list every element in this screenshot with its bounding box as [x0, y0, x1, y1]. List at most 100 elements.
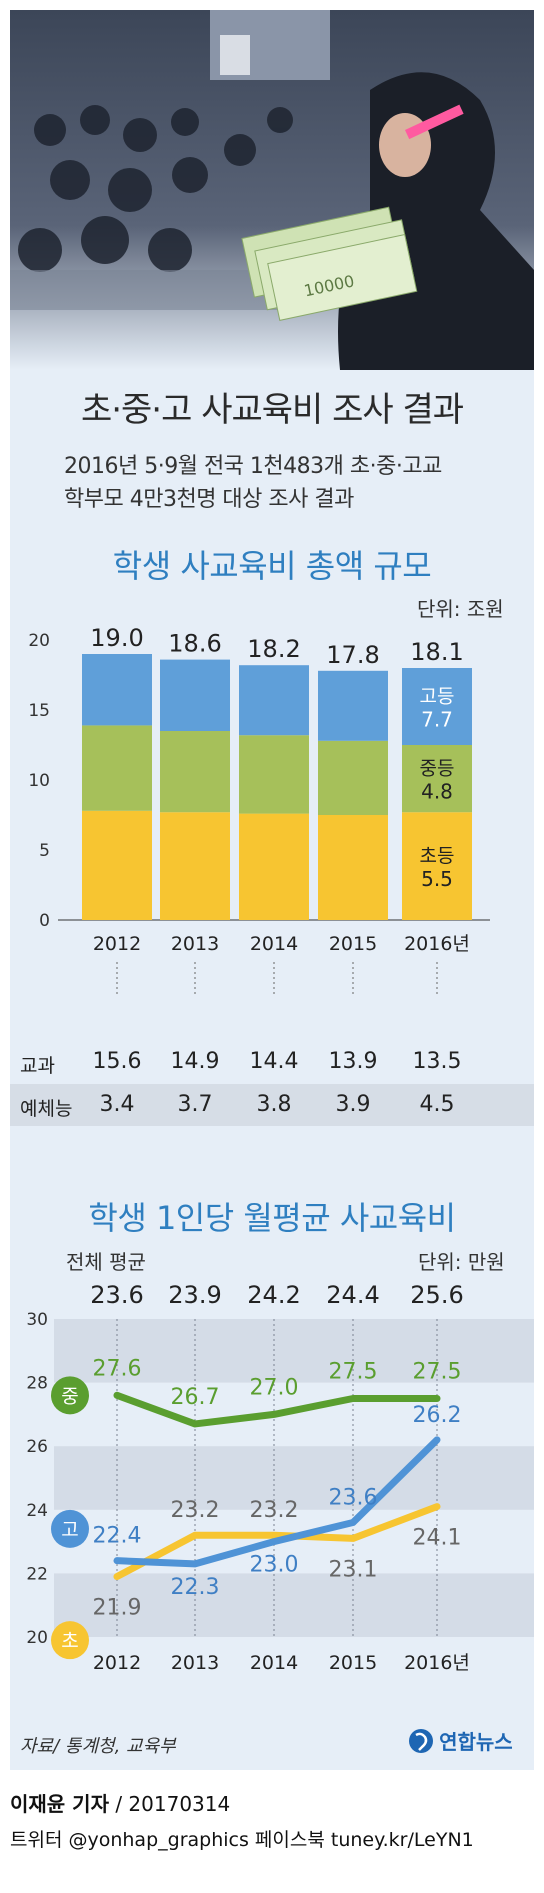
- x-tick-label: 2016년: [404, 933, 470, 955]
- series-badge-초: [51, 1621, 89, 1660]
- y-tick-label: 20: [26, 1628, 48, 1648]
- bar-total-label: 17.8: [326, 641, 379, 669]
- average-value: 24.4: [326, 1281, 379, 1309]
- bar-total-label: 19.0: [90, 624, 143, 652]
- publish-date: / 20170314: [115, 1792, 231, 1816]
- infographic-card: 10000 초·중·고 사교육비 조사 결과 2016년 5·9월 전국 1천4…: [10, 10, 534, 1770]
- segment-value-label: 5.5: [421, 867, 453, 891]
- segment-value-label: 7.7: [421, 708, 453, 732]
- row-value: 13.5: [412, 1049, 462, 1074]
- row-value: 4.5: [419, 1092, 455, 1117]
- main-title: 초·중·고 사교육비 조사 결과: [80, 390, 464, 430]
- bar-segment-중등: [160, 731, 230, 813]
- source-text: 자료/ 통계청, 교육부: [20, 1736, 176, 1757]
- bar-segment-초등: [160, 812, 230, 920]
- x-tick-label: 2012: [93, 933, 141, 955]
- data-label-중: 27.5: [413, 1360, 462, 1385]
- average-value: 25.6: [410, 1281, 463, 1309]
- x-tick-label: 2015: [329, 1652, 377, 1674]
- average-value: 24.2: [247, 1281, 300, 1309]
- bar-segment-초등: [82, 810, 152, 920]
- data-label-초: 21.9: [93, 1596, 142, 1621]
- x-tick-label: 2014: [250, 933, 298, 955]
- bar-segment-중등: [318, 740, 388, 815]
- row-label: 교과: [20, 1055, 55, 1077]
- data-label-고: 26.2: [413, 1403, 462, 1428]
- grid-band: [54, 1446, 534, 1510]
- row-value: 14.9: [170, 1049, 220, 1074]
- reporter-line: 이재윤 기자 / 20170314: [10, 1788, 230, 1817]
- data-label-초: 24.1: [413, 1526, 462, 1551]
- chart2-unit: 단위: 만원: [418, 1250, 505, 1274]
- average-label: 전체 평균: [66, 1250, 146, 1274]
- row-value: 13.9: [328, 1049, 378, 1074]
- bar-segment-중등: [82, 725, 152, 811]
- header-photo: 10000: [10, 10, 534, 370]
- bar-segment-초등: [402, 812, 472, 920]
- brand-name: 연합뉴스: [439, 1730, 513, 1754]
- x-tick-label: 2015: [329, 933, 377, 955]
- data-label-중: 26.7: [171, 1385, 220, 1410]
- row-value: 15.6: [92, 1049, 142, 1074]
- x-tick-label: 2013: [171, 1652, 219, 1674]
- data-label-초: 23.2: [250, 1498, 299, 1523]
- chart1-unit: 단위: 조원: [417, 597, 504, 621]
- bar-segment-고등: [402, 668, 472, 745]
- bar-segment-초등: [318, 815, 388, 920]
- data-label-고: 22.4: [93, 1524, 142, 1549]
- data-label-초: 23.2: [171, 1498, 220, 1523]
- x-tick-label: 2016년: [404, 1652, 470, 1674]
- y-tick-label: 15: [28, 701, 50, 721]
- data-label-중: 27.5: [329, 1360, 378, 1385]
- chart1-title: 학생 사교육비 총액 규모: [112, 547, 432, 585]
- y-tick-label: 0: [39, 911, 50, 931]
- chart2-title: 학생 1인당 월평균 사교육비: [88, 1199, 456, 1237]
- data-label-중: 27.0: [250, 1375, 299, 1400]
- average-value: 23.6: [90, 1281, 143, 1309]
- series-badge-중: [51, 1376, 89, 1415]
- bar-segment-중등: [239, 735, 309, 814]
- row-value: 14.4: [249, 1049, 299, 1074]
- segment-name-label: 고등: [420, 686, 455, 708]
- x-tick-label: 2013: [171, 933, 219, 955]
- y-tick-label: 24: [26, 1501, 48, 1521]
- y-tick-label: 20: [28, 631, 50, 651]
- data-label-고: 23.6: [329, 1486, 378, 1511]
- series-badge-고: [51, 1509, 89, 1548]
- data-label-중: 27.6: [93, 1356, 142, 1381]
- series-line-고: [113, 1436, 441, 1568]
- x-tick-label: 2012: [93, 1652, 141, 1674]
- row-value: 3.9: [335, 1092, 371, 1117]
- yonhap-logo-icon: [409, 1728, 433, 1753]
- line-chart: 23.6 23.9 24.2 24.4 25.6 20 22 24 26 28 30 2012 2013…: [26, 1281, 534, 1674]
- grid-band: [54, 1573, 534, 1637]
- series-badge-text: 초: [61, 1630, 78, 1652]
- segment-value-label: 4.8: [421, 780, 453, 804]
- segment-name-label: 중등: [420, 758, 455, 780]
- series-line-초: [113, 1503, 441, 1581]
- series-line-중: [113, 1391, 441, 1428]
- x-tick-label: 2014: [250, 1652, 298, 1674]
- data-label-고: 23.0: [250, 1553, 299, 1578]
- row-value: 3.7: [177, 1092, 213, 1117]
- subtitle-line-1: 2016년 5·9월 전국 1천483개 초·중·고교: [64, 454, 442, 479]
- row-arts-bg: [10, 1084, 534, 1126]
- bar-segment-고등: [318, 670, 388, 741]
- segment-name-label: 초등: [420, 845, 455, 867]
- yonhap-logo: 연합뉴스: [408, 1726, 513, 1755]
- y-tick-label: 10: [28, 771, 50, 791]
- grid-band: [54, 1319, 534, 1383]
- data-label-고: 22.3: [171, 1575, 220, 1600]
- series-badge-text: 고: [61, 1519, 78, 1541]
- y-tick-label: 28: [26, 1374, 48, 1394]
- bar-segment-고등: [239, 665, 309, 736]
- y-tick-label: 5: [39, 841, 50, 861]
- reporter-name: 이재윤 기자: [10, 1792, 109, 1816]
- bar-segment-고등: [160, 659, 230, 731]
- row-value: 3.8: [256, 1092, 292, 1117]
- bar-total-label: 18.2: [247, 635, 300, 663]
- bar-segment-중등: [402, 745, 472, 813]
- y-tick-label: 30: [26, 1310, 48, 1330]
- average-value: 23.9: [168, 1281, 221, 1309]
- bar-segment-초등: [239, 813, 309, 920]
